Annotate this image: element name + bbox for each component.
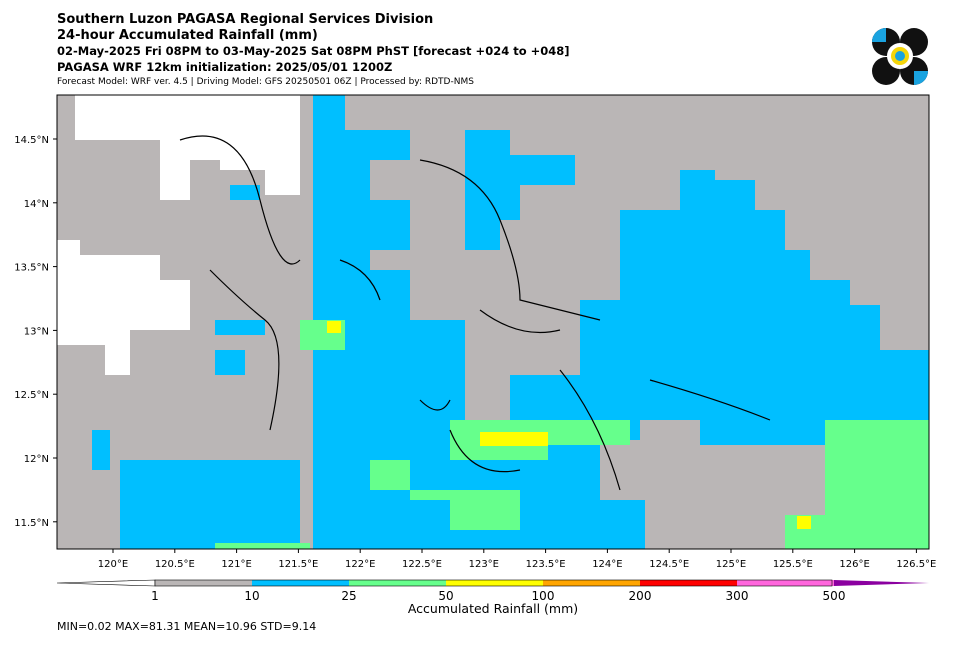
subtitle: 24-hour Accumulated Rainfall (mm)	[57, 28, 318, 43]
colorbar-extend	[834, 580, 929, 586]
lon-tick-label: 126.5°E	[896, 559, 936, 570]
lat-tick-label: 14.5°N	[14, 135, 49, 146]
lon-tick-label: 120°E	[98, 559, 128, 570]
lat-tick-label: 13°N	[24, 326, 49, 337]
colorbar-label: 25	[341, 589, 356, 603]
model-info: Forecast Model: WRF ver. 4.5 | Driving M…	[57, 77, 474, 87]
colorbar	[56, 579, 929, 587]
title: Southern Luzon PAGASA Regional Services …	[57, 12, 433, 27]
colorbar-segment	[252, 580, 349, 586]
lon-tick-label: 120.5°E	[155, 559, 195, 570]
colorbar-label: 300	[726, 589, 749, 603]
colorbar-label: 50	[438, 589, 453, 603]
init: PAGASA WRF 12km initialization: 2025/05/…	[57, 60, 392, 74]
colorbar-label: 100	[532, 589, 555, 603]
lat-tick-label: 12.5°N	[14, 390, 49, 401]
colorbar-frame	[154, 579, 833, 587]
lon-tick-label: 121.5°E	[278, 559, 318, 570]
lon-tick-label: 122.5°E	[402, 559, 442, 570]
period: 02-May-2025 Fri 08PM to 03-May-2025 Sat …	[57, 44, 570, 58]
lat-tick-label: 14°N	[24, 199, 49, 210]
lon-tick-label: 125°E	[716, 559, 746, 570]
lat-tick-label: 12°N	[24, 454, 49, 465]
stats: MIN=0.02 MAX=81.31 MEAN=10.96 STD=9.14	[57, 620, 316, 633]
logo	[872, 28, 928, 85]
lon-tick-label: 125.5°E	[773, 559, 813, 570]
lon-tick-label: 123°E	[469, 559, 499, 570]
map	[56, 94, 930, 550]
colorbar-segment	[543, 580, 640, 586]
lon-tick-label: 124.5°E	[649, 559, 689, 570]
colorbar-label: 10	[244, 589, 259, 603]
colorbar-segment	[349, 580, 446, 586]
colorbar-segment	[640, 580, 737, 586]
lon-tick-label: 126°E	[839, 559, 869, 570]
lon-tick-label: 122°E	[345, 559, 375, 570]
lat-tick-label: 13.5°N	[14, 263, 49, 274]
colorbar-label: 200	[629, 589, 652, 603]
colorbar-label: 1	[151, 589, 159, 603]
colorbar-segment	[446, 580, 543, 586]
colorbar-label: 500	[823, 589, 846, 603]
lat-tick-label: 11.5°N	[14, 518, 49, 529]
colorbar-title: Accumulated Rainfall (mm)	[408, 601, 578, 616]
lon-tick-label: 123.5°E	[526, 559, 566, 570]
lon-tick-label: 124°E	[592, 559, 622, 570]
colorbar-segment	[155, 580, 252, 586]
colorbar-segment	[737, 580, 834, 586]
lon-tick-label: 121°E	[221, 559, 251, 570]
